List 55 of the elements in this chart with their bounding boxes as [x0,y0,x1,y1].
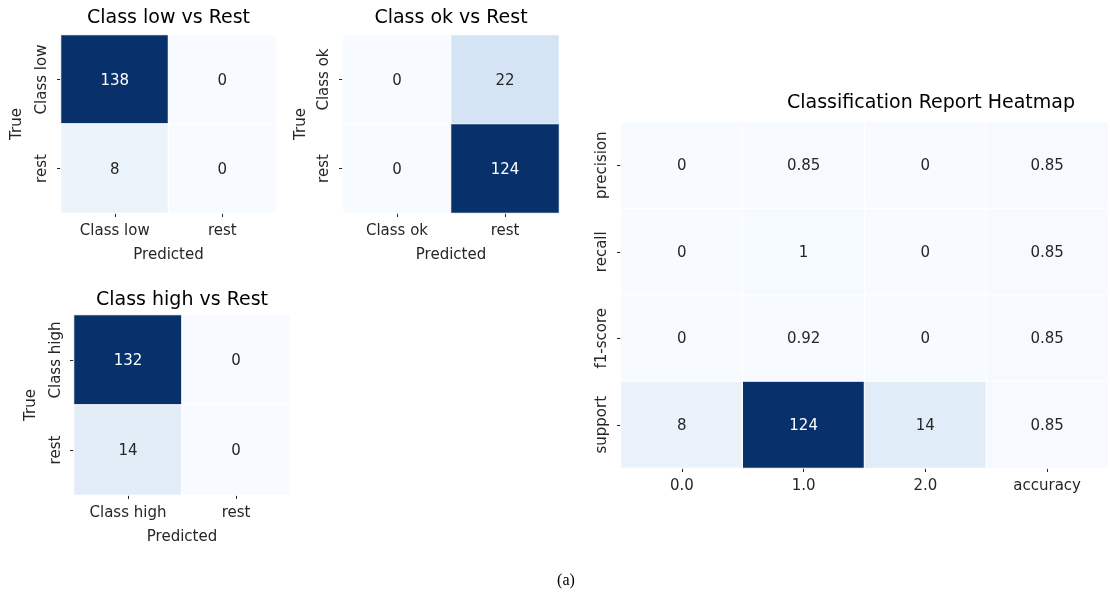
x-tick-label: Class low [79,220,150,239]
data-label: 0.85 [1030,415,1064,434]
data-label: 0 [217,159,228,178]
chart-title: Class low vs Rest [86,4,251,27]
x-tick-label: Class ok [365,220,429,239]
y-tick-label: recall [591,231,610,273]
data-label: 124 [789,415,818,434]
y-tick-label: f1-score [591,307,610,369]
text: (a) [557,570,575,590]
y-tick-label: Class high [45,321,64,399]
x-tick-label: 0.0 [669,475,694,494]
data-label: 0.92 [786,329,821,348]
data-label: 0 [217,70,228,89]
y-tick-label: Class low [31,44,50,115]
data-label: 14 [118,441,138,459]
y-axis-title: True [6,108,25,141]
x-tick-label: accuracy [1013,475,1082,494]
x-axis-title: Predicted [415,244,487,263]
data-label: 124 [490,159,520,178]
data-label: 0 [677,329,687,348]
y-axis-title: True [290,108,309,141]
data-label: 1 [798,242,809,261]
x-tick-label: rest [207,220,237,239]
y-tick-label: rest [45,435,64,465]
y-axis-title: True [20,389,39,422]
y-tick-label: support [591,395,610,454]
data-label: 8 [109,159,120,178]
x-axis-title: Predicted [146,526,218,545]
data-label: 138 [100,70,130,89]
x-axis-title: Predicted [133,244,204,263]
data-label: 0 [920,329,931,348]
x-tick-label: 2.0 [913,475,938,494]
data-label: 132 [113,351,143,369]
data-label: 0 [231,441,241,459]
data-label: 0.85 [1030,156,1064,175]
data-label: 0.85 [1030,242,1064,261]
data-label: 22 [495,70,515,89]
data-label: 0 [920,156,931,175]
data-label: 0.85 [786,156,821,175]
data-label: 14 [915,415,935,434]
chart-title: Class high vs Rest [95,286,269,309]
data-label: 0 [392,70,402,89]
data-label: 0.85 [1030,329,1064,348]
x-tick-label: 1.0 [791,475,816,494]
data-label: 0 [392,159,402,178]
y-tick-label: rest [31,154,50,183]
data-label: 0 [920,242,931,261]
data-label: 0 [231,351,241,369]
chart-title: Classification Report Heatmap [786,89,1076,112]
data-label: 8 [677,415,687,434]
y-tick-label: precision [591,131,610,200]
chart-title: Class ok vs Rest [374,4,528,27]
data-label: 0 [677,242,687,261]
x-tick-label: rest [490,220,520,239]
data-label: 0 [677,156,687,175]
